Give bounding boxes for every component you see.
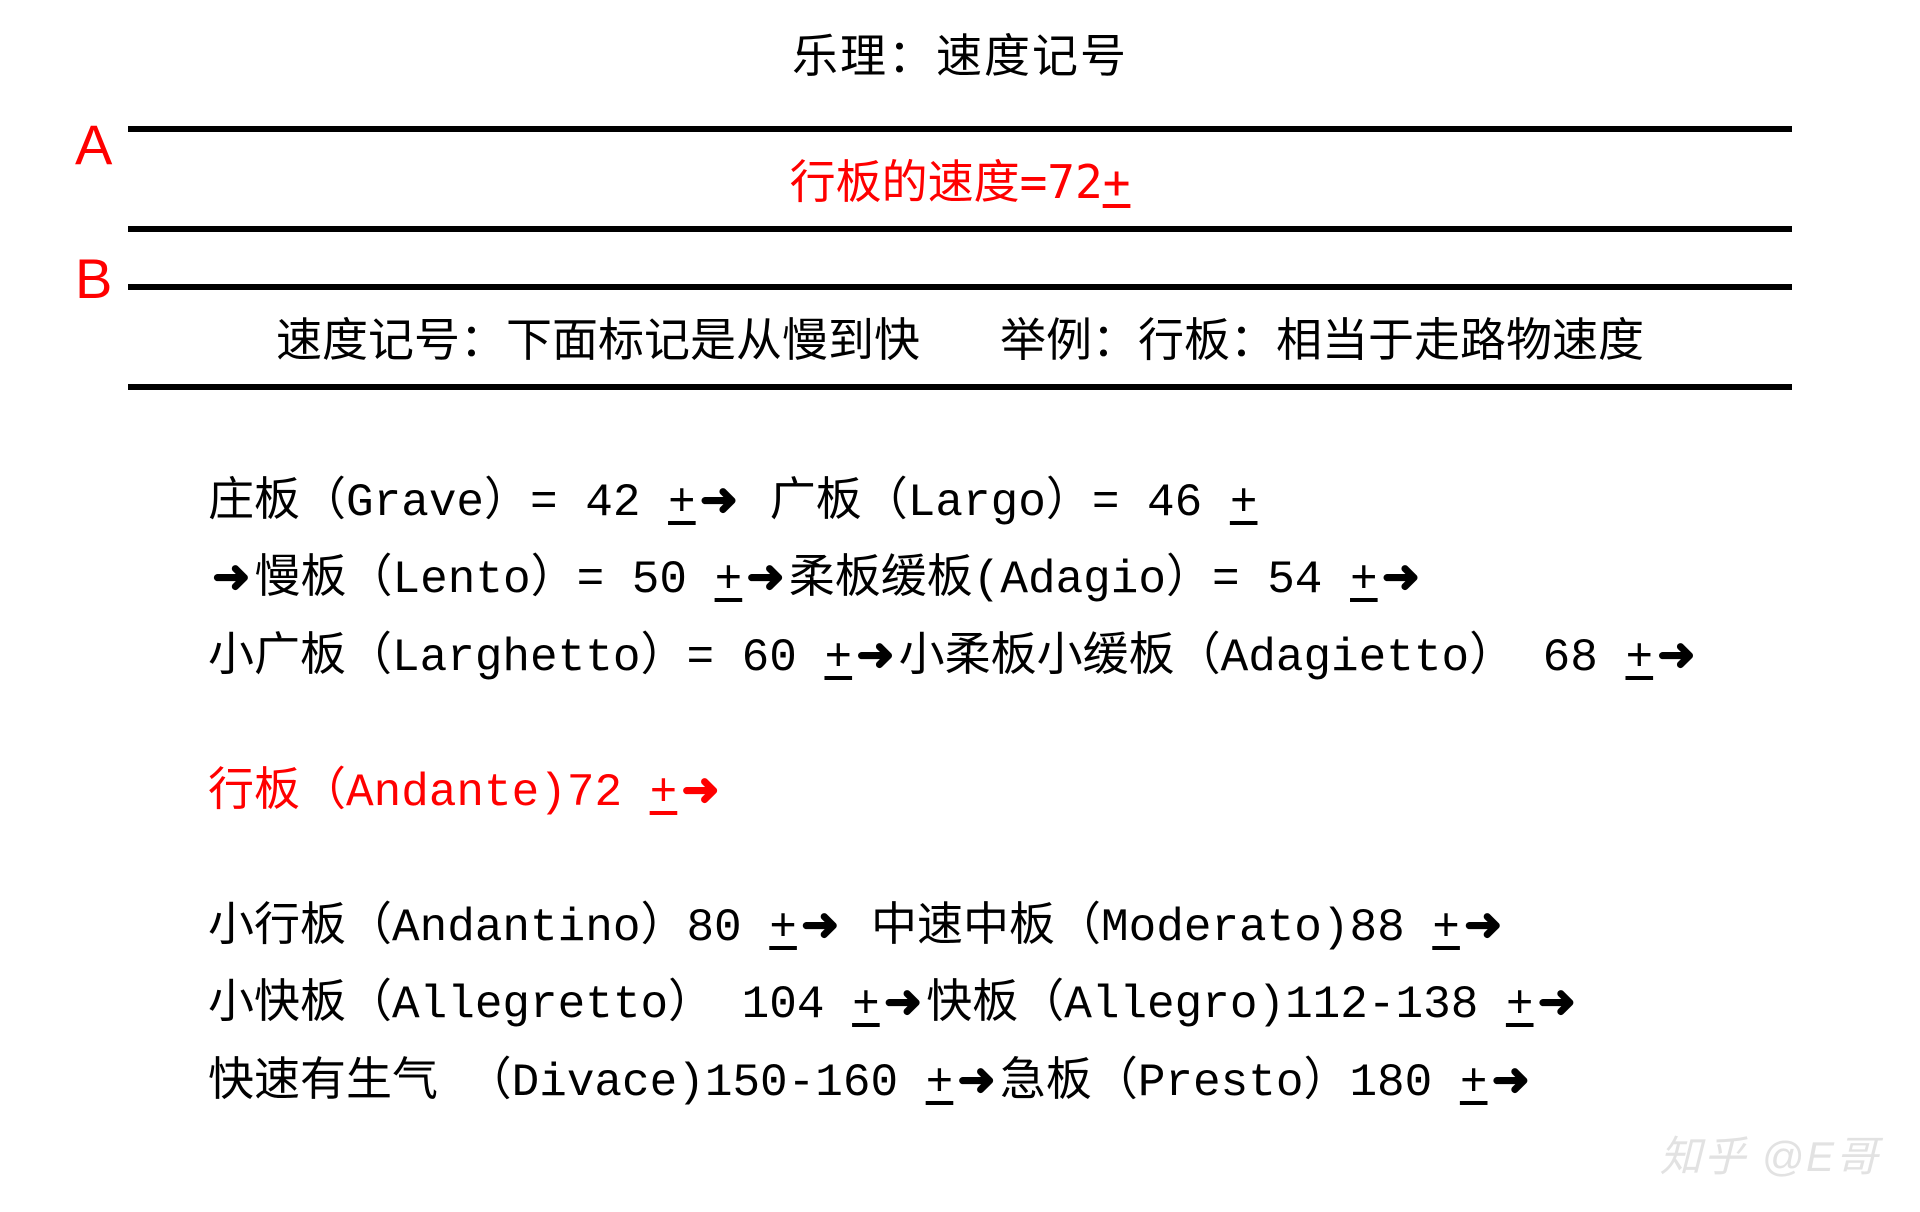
allegretto-plus: + xyxy=(852,979,880,1031)
section-label-b: B xyxy=(75,246,112,311)
arrow-icon: ➜ xyxy=(884,966,923,1037)
arrow-icon: ➜ xyxy=(856,619,895,690)
larghetto-plus: + xyxy=(824,632,852,684)
allegro-plus: + xyxy=(1506,979,1534,1031)
section-a-box: 行板的速度=72+ xyxy=(128,126,1792,232)
adagietto-plus: + xyxy=(1625,632,1653,684)
tempo-line-1: 庄板（Grave）= 42 + ➜ 广板（Largo）= 46 + xyxy=(208,464,1792,539)
lento-plus: + xyxy=(715,554,743,606)
section-b-text: 速度记号：下面标记是从慢到快 举例：行板：相当于走路物速度 xyxy=(276,304,1644,370)
arrow-icon: ➜ xyxy=(1382,541,1421,612)
arrow-icon: ➜ xyxy=(1657,619,1696,690)
andante-text: 行板（Andante)72 xyxy=(208,767,650,819)
page-title: 乐理：速度记号 xyxy=(0,20,1920,86)
arrow-icon: ➜ xyxy=(957,1044,996,1115)
tempo-line-5: 小行板（Andantino）80 + ➜ 中速中板（Moderato)88 + … xyxy=(208,889,1792,964)
lento-text: 慢板（Lento）= 50 xyxy=(255,554,715,606)
tempo-line-2: ➜慢板（Lento）= 50 + ➜柔板缓板(Adagio）= 54 + ➜ xyxy=(208,541,1792,616)
arrow-icon: ➜ xyxy=(1538,966,1577,1037)
grave-text: 庄板（Grave）= 42 xyxy=(208,477,668,529)
andantino-text: 小行板（Andantino）80 xyxy=(208,902,769,954)
arrow-icon: ➜ xyxy=(681,754,720,825)
largo-text: 广板（Largo）= 46 xyxy=(742,477,1230,529)
presto-plus: + xyxy=(1460,1057,1488,1109)
tempo-list: 庄板（Grave）= 42 + ➜ 广板（Largo）= 46 + ➜慢板（Le… xyxy=(208,464,1792,1119)
moderato-text: 中速中板（Moderato)88 xyxy=(843,902,1432,954)
arrow-icon: ➜ xyxy=(1491,1044,1530,1115)
section-b-box: 速度记号：下面标记是从慢到快 举例：行板：相当于走路物速度 xyxy=(128,284,1792,390)
presto-text: 急板（Presto）180 xyxy=(1000,1057,1460,1109)
section-b-left: 速度记号：下面标记是从慢到快 xyxy=(276,313,920,367)
tempo-line-6: 小快板（Allegretto） 104 + ➜快板（Allegro)112-13… xyxy=(208,966,1792,1041)
larghetto-text: 小广板（Larghetto）= 60 xyxy=(208,632,824,684)
arrow-icon: ➜ xyxy=(746,541,785,612)
adagietto-text: 小柔板小缓板（Adagietto） 68 xyxy=(899,632,1626,684)
moderato-plus: + xyxy=(1432,902,1460,954)
arrow-icon: ➜ xyxy=(700,464,739,535)
andantino-plus: + xyxy=(769,902,797,954)
arrow-icon: ➜ xyxy=(1464,889,1503,960)
andante-plus: + xyxy=(650,767,678,819)
watermark-text: 知乎 @E哥 xyxy=(1660,1123,1880,1184)
allegretto-text: 小快板（Allegretto） 104 xyxy=(208,979,852,1031)
tempo-line-7: 快速有生气 （Divace)150-160 + ➜急板（Presto）180 +… xyxy=(208,1044,1792,1119)
allegro-text: 快板（Allegro)112-138 xyxy=(926,979,1506,1031)
vivace-plus: + xyxy=(926,1057,954,1109)
adagio-text: 柔板缓板(Adagio）= 54 xyxy=(789,554,1350,606)
adagio-plus: + xyxy=(1350,554,1378,606)
tempo-line-3: 小广板（Larghetto）= 60 + ➜小柔板小缓板（Adagietto） … xyxy=(208,619,1792,694)
arrow-icon: ➜ xyxy=(801,889,840,960)
arrow-icon: ➜ xyxy=(212,541,251,612)
section-label-a: A xyxy=(75,112,112,177)
largo-plus: + xyxy=(1230,477,1258,529)
section-a-text: 行板的速度=72+ xyxy=(790,146,1131,212)
grave-plus: + xyxy=(668,477,696,529)
section-a-prefix: 行板的速度=72 xyxy=(790,155,1103,209)
tempo-line-4-andante: 行板（Andante)72 + ➜ xyxy=(208,754,1792,829)
section-a-suffix: + xyxy=(1103,155,1131,209)
section-b-right: 举例：行板：相当于走路物速度 xyxy=(1000,313,1644,367)
vivace-text: 快速有生气 （Divace)150-160 xyxy=(208,1057,926,1109)
